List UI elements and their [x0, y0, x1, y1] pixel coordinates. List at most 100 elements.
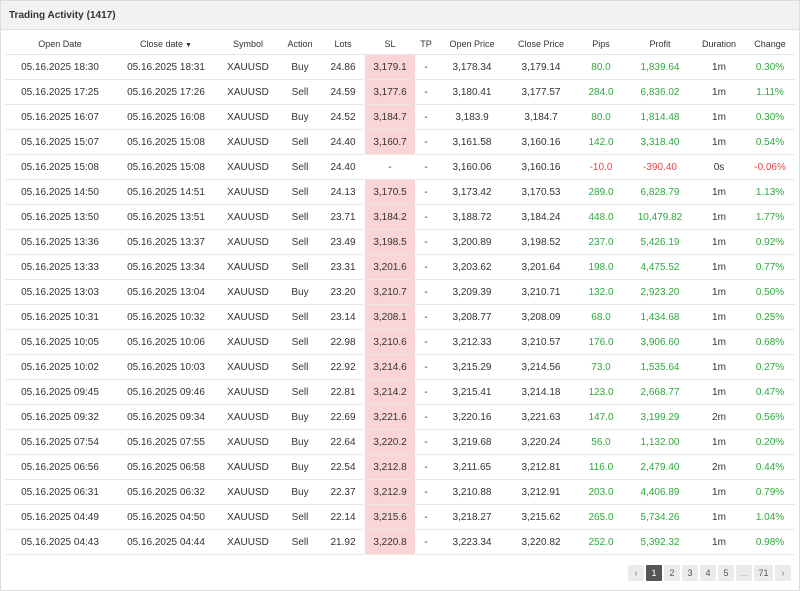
cell-change: 0.98%	[745, 529, 795, 555]
column-header-pips[interactable]: Pips	[575, 34, 627, 55]
chevron-right-icon[interactable]: ›	[775, 565, 791, 581]
column-header-close-price[interactable]: Close Price	[507, 34, 575, 55]
column-header-duration[interactable]: Duration	[693, 34, 745, 55]
page-button-3[interactable]: 3	[682, 565, 698, 581]
page-button-2[interactable]: 2	[664, 565, 680, 581]
column-header-symbol[interactable]: Symbol	[217, 34, 279, 55]
cell-close-price: 3,179.14	[507, 54, 575, 80]
cell-duration: 1m	[693, 204, 745, 230]
cell-open-price: 3,211.65	[437, 454, 507, 480]
cell-close-date: 05.16.2025 06:58	[115, 454, 217, 480]
cell-duration: 1m	[693, 529, 745, 555]
table-row: 05.16.2025 18:30 05.16.2025 18:31 XAUUSD Bu…	[5, 54, 795, 80]
cell-close-price: 3,198.52	[507, 229, 575, 255]
cell-open-price: 3,209.39	[437, 279, 507, 305]
cell-pips: 176.0	[575, 329, 627, 355]
cell-pips: 80.0	[575, 54, 627, 80]
cell-change: 0.47%	[745, 379, 795, 405]
cell-lots: 24.40	[321, 154, 365, 180]
table-row: 05.16.2025 14:50 05.16.2025 14:51 XAUUSD Se…	[5, 179, 795, 205]
cell-lots: 24.59	[321, 79, 365, 105]
cell-duration: 1m	[693, 229, 745, 255]
column-header-lots[interactable]: Lots	[321, 34, 365, 55]
cell-close-price: 3,214.18	[507, 379, 575, 405]
cell-open-date: 05.16.2025 15:07	[5, 129, 115, 155]
cell-pips: 203.0	[575, 479, 627, 505]
cell-open-date: 05.16.2025 14:50	[5, 179, 115, 205]
cell-duration: 1m	[693, 104, 745, 130]
chevron-left-icon[interactable]: ‹	[628, 565, 644, 581]
column-header-open-date[interactable]: Open Date	[5, 34, 115, 55]
cell-duration: 1m	[693, 304, 745, 330]
cell-sl: 3,210.7	[365, 279, 415, 305]
cell-close-price: 3,214.56	[507, 354, 575, 380]
cell-change: 0.56%	[745, 404, 795, 430]
trading-activity-table: Open Date Close date ▼ Symbol Action Lots SL TP…	[5, 34, 795, 555]
column-header-label: Pips	[592, 39, 610, 49]
cell-close-date: 05.16.2025 15:08	[115, 129, 217, 155]
cell-change: 0.30%	[745, 104, 795, 130]
cell-change: 0.92%	[745, 229, 795, 255]
cell-open-price: 3,215.41	[437, 379, 507, 405]
column-header-tp[interactable]: TP	[415, 34, 437, 55]
cell-open-date: 05.16.2025 16:07	[5, 104, 115, 130]
cell-change: 0.30%	[745, 54, 795, 80]
cell-lots: 22.69	[321, 404, 365, 430]
cell-tp: -	[415, 454, 437, 480]
table-row: 05.16.2025 09:45 05.16.2025 09:46 XAUUSD Se…	[5, 379, 795, 405]
pagination: ‹ 1 2 3 4 5... 71 ›	[628, 565, 791, 581]
cell-tp: -	[415, 279, 437, 305]
table-row: 05.16.2025 04:49 05.16.2025 04:50 XAUUSD Se…	[5, 504, 795, 530]
column-header-close-date[interactable]: Close date ▼	[115, 34, 217, 55]
cell-sl: 3,214.2	[365, 379, 415, 405]
cell-close-price: 3,210.71	[507, 279, 575, 305]
cell-profit: 3,199.29	[627, 404, 693, 430]
page-button-4[interactable]: 4	[700, 565, 716, 581]
cell-sl: 3,184.7	[365, 104, 415, 130]
page-button-1[interactable]: 1	[646, 565, 662, 581]
cell-action: Buy	[279, 404, 321, 430]
cell-open-price: 3,178.34	[437, 54, 507, 80]
column-header-label: Symbol	[232, 39, 263, 49]
cell-duration: 1m	[693, 504, 745, 530]
cell-symbol: XAUUSD	[217, 329, 279, 355]
table-row: 05.16.2025 06:31 05.16.2025 06:32 XAUUSD Bu…	[5, 479, 795, 505]
cell-close-price: 3,212.81	[507, 454, 575, 480]
cell-close-date: 05.16.2025 10:06	[115, 329, 217, 355]
cell-change: 0.44%	[745, 454, 795, 480]
column-header-open-price[interactable]: Open Price	[437, 34, 507, 55]
cell-action: Sell	[279, 529, 321, 555]
cell-pips: 265.0	[575, 504, 627, 530]
cell-open-date: 05.16.2025 13:33	[5, 254, 115, 280]
column-header-action[interactable]: Action	[279, 34, 321, 55]
cell-sl: 3,179.1	[365, 54, 415, 80]
column-header-profit[interactable]: Profit	[627, 34, 693, 55]
cell-open-date: 05.16.2025 13:36	[5, 229, 115, 255]
cell-pips: -10.0	[575, 154, 627, 180]
cell-sl: 3,160.7	[365, 129, 415, 155]
cell-tp: -	[415, 379, 437, 405]
cell-change: 0.79%	[745, 479, 795, 505]
table-row: 05.16.2025 13:33 05.16.2025 13:34 XAUUSD Se…	[5, 254, 795, 280]
cell-profit: 3,318.40	[627, 129, 693, 155]
cell-profit: 1,434.68	[627, 304, 693, 330]
page-button-last[interactable]: 71	[754, 565, 773, 581]
column-header-change[interactable]: Change	[745, 34, 795, 55]
cell-pips: 284.0	[575, 79, 627, 105]
table-header-row: Open Date Close date ▼ Symbol Action Lots SL TP…	[5, 34, 795, 55]
column-header-label: Change	[754, 39, 786, 49]
cell-tp: -	[415, 179, 437, 205]
cell-tp: -	[415, 104, 437, 130]
column-header-label: Open Date	[38, 39, 82, 49]
cell-symbol: XAUUSD	[217, 129, 279, 155]
cell-duration: 1m	[693, 379, 745, 405]
page-button-5[interactable]: 5	[718, 565, 734, 581]
column-header-sl[interactable]: SL	[365, 34, 415, 55]
cell-sl: 3,208.1	[365, 304, 415, 330]
cell-duration: 1m	[693, 354, 745, 380]
cell-profit: 1,132.00	[627, 429, 693, 455]
cell-open-date: 05.16.2025 18:30	[5, 54, 115, 80]
column-header-label: SL	[384, 39, 396, 49]
cell-tp: -	[415, 204, 437, 230]
